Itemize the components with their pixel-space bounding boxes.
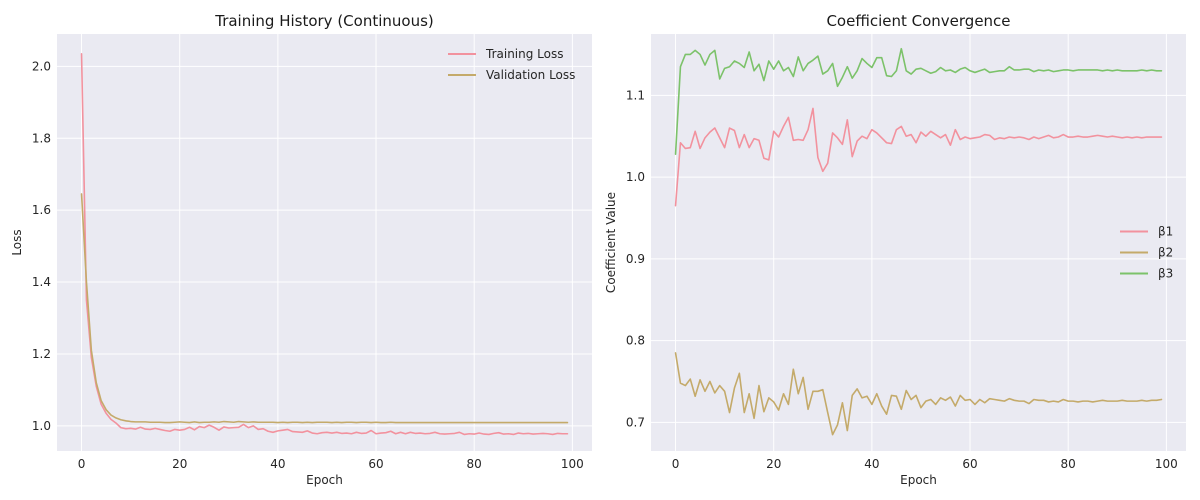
series-line-1 bbox=[80, 52, 569, 436]
y-tick-label: 0.7 bbox=[626, 415, 645, 429]
x-tick-label: 100 bbox=[1155, 457, 1178, 471]
y-axis-label: Coefficient Value bbox=[604, 192, 618, 293]
x-tick-label: 0 bbox=[78, 457, 86, 471]
y-tick-label: 1.0 bbox=[626, 170, 645, 184]
x-axis-label: Epoch bbox=[900, 473, 937, 487]
plot-area bbox=[651, 34, 1186, 451]
x-tick-label: 100 bbox=[561, 457, 584, 471]
legend-entry: β3 bbox=[1158, 267, 1173, 281]
series-group bbox=[80, 52, 569, 436]
legend-entry: Training Loss bbox=[485, 47, 563, 61]
series-line-1 bbox=[674, 107, 1163, 207]
x-tick-label: 60 bbox=[962, 457, 977, 471]
series-line-3 bbox=[674, 47, 1163, 155]
legend-entry: β2 bbox=[1158, 246, 1173, 260]
chart-title: Training History (Continuous) bbox=[214, 12, 434, 30]
x-tick-label: 80 bbox=[1061, 457, 1076, 471]
chart-title: Coefficient Convergence bbox=[826, 12, 1010, 30]
y-tick-label: 1.4 bbox=[32, 275, 51, 289]
grid bbox=[57, 34, 592, 451]
series-line-2 bbox=[80, 193, 569, 424]
y-tick-label: 1.8 bbox=[32, 131, 51, 145]
y-tick-label: 0.8 bbox=[626, 334, 645, 348]
y-axis-label: Loss bbox=[10, 229, 24, 255]
tick-labels: 0 20 40 60 80 100 1.0 1.2 1.4 1.6 1.8 2.0 bbox=[32, 59, 584, 471]
x-tick-label: 60 bbox=[368, 457, 383, 471]
x-tick-label: 40 bbox=[864, 457, 879, 471]
x-tick-label: 20 bbox=[766, 457, 781, 471]
y-tick-label: 1.0 bbox=[32, 419, 51, 433]
tick-labels: 0 20 40 60 80 100 0.7 0.8 0.9 1.0 1.1 bbox=[626, 88, 1178, 471]
grid bbox=[651, 34, 1186, 451]
y-tick-label: 1.1 bbox=[626, 88, 645, 102]
x-tick-label: 40 bbox=[270, 457, 285, 471]
legend-entry: Validation Loss bbox=[486, 68, 575, 82]
x-tick-label: 80 bbox=[467, 457, 482, 471]
legend: Training Loss Validation Loss bbox=[448, 47, 575, 82]
x-tick-label: 0 bbox=[672, 457, 680, 471]
y-tick-label: 1.6 bbox=[32, 203, 51, 217]
series-group bbox=[674, 47, 1163, 436]
legend: β1 β2 β3 bbox=[1120, 225, 1173, 281]
series-line-2 bbox=[674, 352, 1163, 436]
legend-entry: β1 bbox=[1158, 225, 1173, 239]
x-axis-label: Epoch bbox=[306, 473, 343, 487]
y-tick-label: 1.2 bbox=[32, 347, 51, 361]
plot-area bbox=[57, 34, 592, 451]
panel-training-history: 0 20 40 60 80 100 1.0 1.2 1.4 1.6 1.8 2.0 Training … bbox=[10, 12, 592, 487]
y-tick-label: 0.9 bbox=[626, 252, 645, 266]
panel-coefficient-convergence: 0 20 40 60 80 100 0.7 0.8 0.9 1.0 1.1 Coefficient … bbox=[604, 12, 1186, 487]
x-tick-label: 20 bbox=[172, 457, 187, 471]
y-tick-label: 2.0 bbox=[32, 59, 51, 73]
